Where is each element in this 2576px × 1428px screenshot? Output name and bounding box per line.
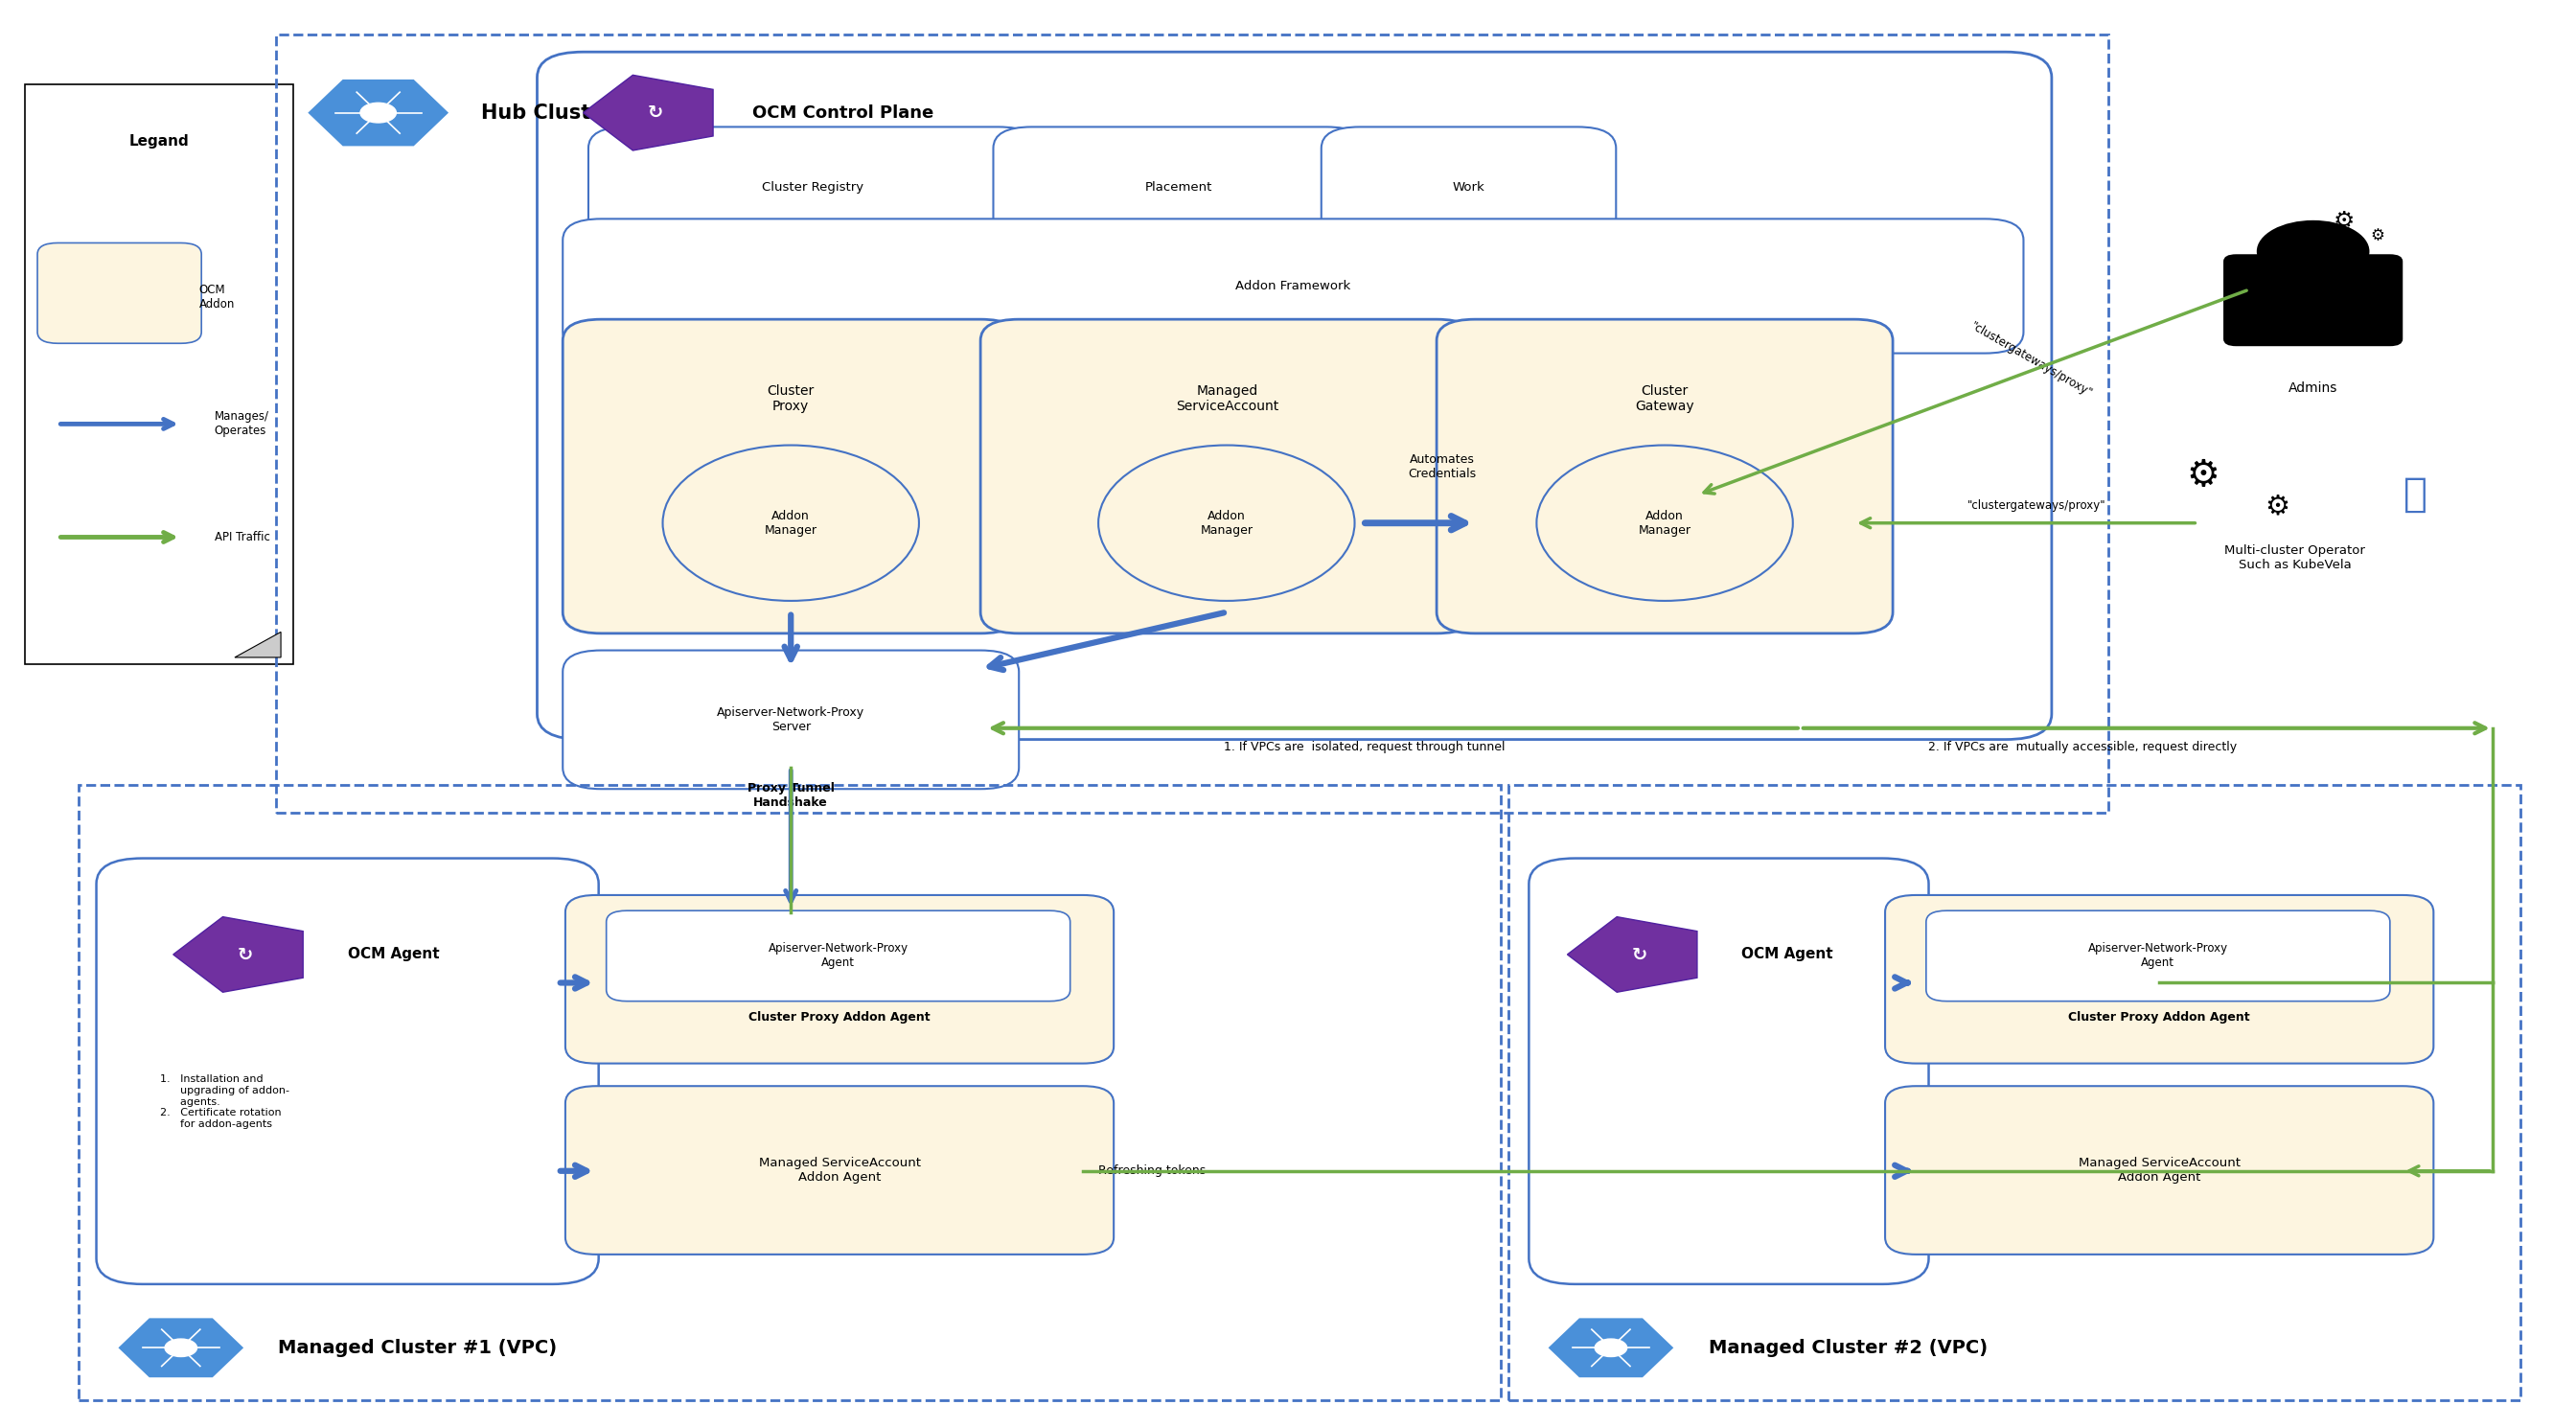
Text: Addon
Manager: Addon Manager <box>1200 510 1252 537</box>
Text: Cluster
Proxy: Cluster Proxy <box>768 384 814 413</box>
Text: Cluster
Gateway: Cluster Gateway <box>1636 384 1695 413</box>
Text: Managed
ServiceAccount: Managed ServiceAccount <box>1177 384 1280 413</box>
FancyBboxPatch shape <box>562 320 1020 634</box>
Text: OCM Agent: OCM Agent <box>1741 947 1834 961</box>
Text: OCM Control Plane: OCM Control Plane <box>752 104 933 121</box>
Text: Addon Framework: Addon Framework <box>1236 280 1350 293</box>
Text: 2. If VPCs are  mutually accessible, request directly: 2. If VPCs are mutually accessible, requ… <box>1927 741 2236 754</box>
FancyBboxPatch shape <box>562 218 2025 353</box>
Text: Addon
Manager: Addon Manager <box>765 510 817 537</box>
Text: Addon
Manager: Addon Manager <box>1638 510 1690 537</box>
Text: ⚙: ⚙ <box>2334 210 2354 233</box>
Text: Managed ServiceAccount
Addon Agent: Managed ServiceAccount Addon Agent <box>2079 1157 2241 1184</box>
Text: Apiserver-Network-Proxy
Agent: Apiserver-Network-Proxy Agent <box>2089 942 2228 970</box>
Text: Admins: Admins <box>2287 381 2336 396</box>
Text: ⚙: ⚙ <box>2187 457 2221 493</box>
FancyBboxPatch shape <box>562 650 1020 790</box>
Text: Apiserver-Network-Proxy
Agent: Apiserver-Network-Proxy Agent <box>768 942 909 970</box>
Text: Automates
Credentials: Automates Credentials <box>1406 454 1476 481</box>
Ellipse shape <box>1097 446 1355 601</box>
FancyBboxPatch shape <box>981 320 1476 634</box>
FancyBboxPatch shape <box>1886 1087 2434 1254</box>
Text: ⚙: ⚙ <box>2264 493 2290 520</box>
Circle shape <box>1595 1339 1628 1357</box>
Text: Cluster Proxy Addon Agent: Cluster Proxy Addon Agent <box>2069 1011 2251 1024</box>
FancyBboxPatch shape <box>2223 254 2403 346</box>
Circle shape <box>361 103 397 123</box>
Text: Placement: Placement <box>1146 181 1213 193</box>
Text: Managed Cluster #1 (VPC): Managed Cluster #1 (VPC) <box>278 1338 556 1357</box>
Circle shape <box>165 1339 196 1357</box>
FancyBboxPatch shape <box>538 51 2050 740</box>
FancyBboxPatch shape <box>564 1087 1113 1254</box>
Text: "clustergateways/proxy": "clustergateways/proxy" <box>1968 500 2105 511</box>
Text: Cluster Proxy Addon Agent: Cluster Proxy Addon Agent <box>750 1011 930 1024</box>
FancyBboxPatch shape <box>994 127 1365 247</box>
Text: OCM Agent: OCM Agent <box>348 947 438 961</box>
Text: ↻: ↻ <box>1631 945 1646 964</box>
Text: Legand: Legand <box>129 134 188 149</box>
FancyBboxPatch shape <box>39 243 201 343</box>
Text: "clustergateways/proxy": "clustergateways/proxy" <box>1968 320 2094 400</box>
Circle shape <box>2257 220 2370 283</box>
Text: 1. If VPCs are  isolated, request through tunnel: 1. If VPCs are isolated, request through… <box>1224 741 1504 754</box>
Text: Managed ServiceAccount
Addon Agent: Managed ServiceAccount Addon Agent <box>757 1157 920 1184</box>
Text: Hub Cluster (VPC): Hub Cluster (VPC) <box>482 103 683 123</box>
Text: ⚙: ⚙ <box>2370 227 2385 244</box>
FancyBboxPatch shape <box>564 895 1113 1064</box>
FancyBboxPatch shape <box>26 84 294 664</box>
Polygon shape <box>234 633 281 657</box>
Text: ↻: ↻ <box>237 945 252 964</box>
Ellipse shape <box>662 446 920 601</box>
Text: 1.   Installation and
      upgrading of addon-
      agents.
2.   Certificate r: 1. Installation and upgrading of addon- … <box>160 1075 289 1128</box>
FancyBboxPatch shape <box>1927 911 2391 1001</box>
Text: Apiserver-Network-Proxy
Server: Apiserver-Network-Proxy Server <box>716 707 866 733</box>
Text: Refreshing tokens: Refreshing tokens <box>1097 1165 1206 1177</box>
FancyBboxPatch shape <box>605 911 1069 1001</box>
FancyBboxPatch shape <box>95 858 598 1284</box>
Text: Multi-cluster Operator
Such as KubeVela: Multi-cluster Operator Such as KubeVela <box>2226 544 2365 571</box>
Text: ↻: ↻ <box>647 104 662 121</box>
Ellipse shape <box>1535 446 1793 601</box>
Text: OCM
Addon: OCM Addon <box>198 283 234 310</box>
FancyBboxPatch shape <box>1530 858 1929 1284</box>
Text: Manages/
Operates: Manages/ Operates <box>214 411 268 437</box>
FancyBboxPatch shape <box>1886 895 2434 1064</box>
FancyBboxPatch shape <box>1321 127 1615 247</box>
Text: Managed Cluster #2 (VPC): Managed Cluster #2 (VPC) <box>1708 1338 1986 1357</box>
Text: Cluster Registry: Cluster Registry <box>762 181 863 193</box>
FancyBboxPatch shape <box>587 127 1038 247</box>
FancyBboxPatch shape <box>1437 320 1893 634</box>
Text: Work: Work <box>1453 181 1484 193</box>
Text: ⛵: ⛵ <box>2403 474 2427 516</box>
Text: API Traffic: API Traffic <box>214 531 270 544</box>
Text: Proxy Tunnel
Handshake: Proxy Tunnel Handshake <box>747 783 835 808</box>
